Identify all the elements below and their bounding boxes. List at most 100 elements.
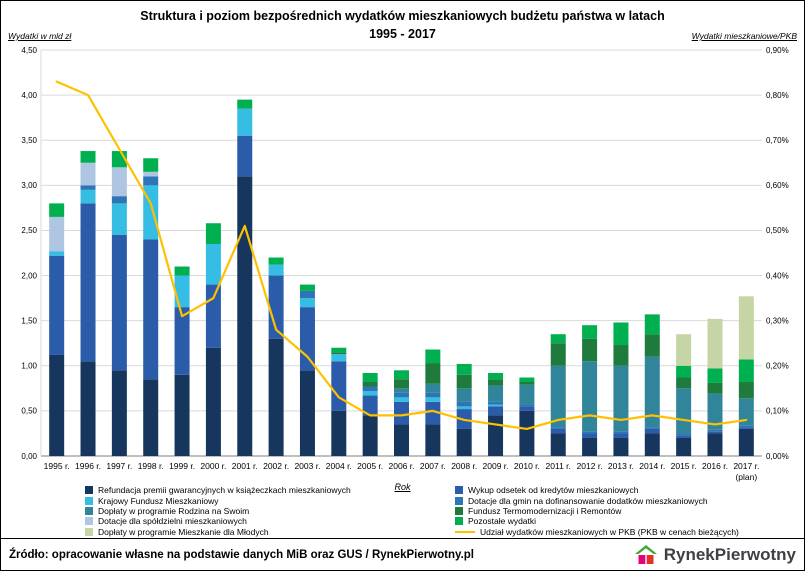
legend-swatch-icon: [455, 486, 463, 495]
bar-segment: [613, 431, 629, 434]
y-tick-right: 0,50%: [766, 226, 789, 235]
y-tick-right: 0,90%: [766, 46, 789, 55]
bar-segment: [425, 401, 441, 425]
legend-label: Krajowy Fundusz Mieszkaniowy: [98, 495, 219, 506]
bar-segment: [425, 363, 441, 384]
bar-segment: [80, 162, 96, 186]
y-tick-left: 2,00: [21, 271, 37, 280]
bars-layer: [49, 99, 754, 457]
legend: Refundacja premii gwarancyjnych w książe…: [1, 485, 804, 537]
bar-segment: [174, 266, 190, 276]
bar-segment: [299, 307, 315, 371]
y-tick-right: 0,60%: [766, 181, 789, 190]
legend-swatch-icon: [455, 517, 463, 526]
bar-segment: [394, 397, 409, 402]
x-tick-label: 1997 r.: [106, 461, 132, 471]
bar-segment: [331, 361, 347, 411]
bar-segment: [582, 431, 598, 434]
bar-segment: [644, 427, 660, 429]
y-tick-left: 3,50: [21, 136, 37, 145]
chart-title: Struktura i poziom bezpośrednich wydatkó…: [1, 7, 804, 43]
bar-segment: [143, 239, 159, 380]
bar-segment: [425, 392, 441, 398]
bar-segment: [456, 388, 472, 402]
bar-segment: [331, 410, 347, 456]
bar-segment: [676, 437, 692, 456]
x-tick-note: (plan): [735, 472, 757, 482]
bar-segment: [143, 171, 159, 177]
x-tick-label: 2001 r.: [232, 461, 258, 471]
bar-segment: [707, 431, 723, 434]
source-text: Źródło: opracowanie własne na podstawie …: [9, 548, 474, 561]
x-tick-label: 2012 r.: [577, 461, 603, 471]
legend-item: Krajowy Fundusz Mieszkaniowy: [85, 495, 455, 506]
bar-segment: [394, 392, 409, 398]
y-tick-right: 0,00%: [766, 452, 789, 461]
bar-segment: [299, 298, 315, 308]
bar-segment: [174, 374, 190, 456]
bar-segment: [456, 363, 472, 375]
bar-segment: [80, 361, 96, 456]
bar-segment: [111, 234, 127, 371]
x-tick-label: 2008 r.: [451, 461, 477, 471]
legend-column: Wykup odsetek od kredytów mieszkaniowych…: [455, 485, 800, 537]
legend-item: Udział wydatków mieszkaniowych w PKB (PK…: [455, 527, 800, 537]
legend-column: Refundacja premii gwarancyjnych w książe…: [85, 485, 455, 537]
bar-segment: [143, 158, 159, 172]
x-tick-label: 2000 r.: [200, 461, 226, 471]
bar-segment: [425, 397, 441, 402]
bar-segment: [738, 296, 754, 360]
bar-segment: [111, 167, 127, 197]
bar-segment: [80, 151, 96, 163]
bar-segment: [143, 379, 159, 456]
bar-segment: [738, 398, 754, 426]
bar-segment: [613, 365, 629, 432]
bar-segment: [49, 216, 65, 252]
bar-segment: [49, 203, 65, 217]
bar-segment: [237, 135, 253, 177]
bar-segment: [362, 372, 378, 383]
bar-segment: [582, 338, 598, 362]
bar-segment: [582, 437, 598, 456]
bar-segment: [488, 379, 504, 386]
bar-segment: [613, 345, 629, 366]
legend-item: Dotacje dla gmin na dofinansowanie dodat…: [455, 495, 800, 506]
y-tick-left: 4,50: [21, 46, 37, 55]
legend-label: Wykup odsetek od kredytów mieszkaniowych: [468, 485, 639, 496]
bar-segment: [205, 284, 221, 348]
y-tick-right: 0,40%: [766, 271, 789, 280]
legend-swatch-icon: [455, 506, 463, 515]
bar-segment: [80, 189, 96, 204]
bar-segment: [676, 388, 692, 434]
logo-text: RynekPierwotny: [663, 544, 796, 564]
legend-item: Fundusz Termomodernizacji i Remontów: [455, 506, 800, 516]
gridlines-layer: 0,00 0,00% 0,50 0,10% 1,00 0,20% 1,50 0,30% 2,00…: [21, 46, 788, 461]
y-tick-left: 0,50: [21, 407, 37, 416]
bar-segment: [676, 435, 692, 438]
legend-item: Dopłaty w programie Rodzina na Swoim: [85, 506, 455, 516]
logo: RynekPierwotny: [633, 543, 796, 567]
bar-segment: [456, 406, 472, 410]
bar-segment: [456, 374, 472, 389]
x-tick-label: 2017 r.: [733, 461, 759, 471]
legend-item: Dotacje dla spółdzielni mieszkaniowych: [85, 516, 455, 526]
x-tick-label: 1999 r.: [169, 461, 195, 471]
bar-segment: [738, 425, 754, 428]
y-tick-right: 0,80%: [766, 91, 789, 100]
x-tick-label: 1998 r.: [138, 461, 164, 471]
legend-item: Wykup odsetek od kredytów mieszkaniowych: [455, 485, 800, 495]
y-tick-left: 1,50: [21, 316, 37, 325]
bar-segment: [80, 185, 96, 190]
bar-segment: [738, 428, 754, 456]
bar-segment: [613, 437, 629, 456]
bar-segment: [676, 433, 692, 436]
bar-segment: [49, 255, 65, 355]
bar-segment: [519, 406, 535, 411]
bar-segment: [268, 275, 284, 339]
y-tick-right: 0,30%: [766, 316, 789, 325]
bar-segment: [707, 393, 723, 430]
bar-segment: [205, 347, 221, 456]
bar-segment: [488, 385, 504, 402]
y-tick-left: 4,00: [21, 91, 37, 100]
x-tick-label: 2003 r.: [294, 461, 320, 471]
